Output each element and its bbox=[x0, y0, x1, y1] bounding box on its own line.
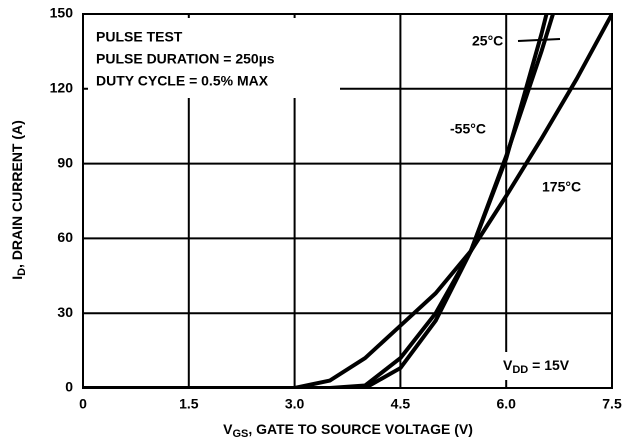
series-line bbox=[83, 14, 556, 388]
y-tick-label: 150 bbox=[50, 5, 74, 21]
x-tick-label: 4.5 bbox=[391, 396, 411, 412]
text-part: , DRAIN CURRENT (A) bbox=[9, 120, 25, 268]
y-axis-label: ID, DRAIN CURRENT (A) bbox=[9, 120, 28, 280]
x-tick-label: 7.5 bbox=[602, 396, 622, 412]
text-part: , GATE TO SOURCE VOLTAGE (V) bbox=[248, 421, 473, 437]
annotation: PULSE TEST bbox=[96, 29, 183, 45]
x-tick-label: 1.5 bbox=[179, 396, 199, 412]
curves bbox=[83, 14, 612, 388]
y-tick-label: 30 bbox=[57, 304, 73, 320]
text-sub: GS bbox=[232, 428, 248, 440]
text-part: I bbox=[9, 276, 25, 280]
annotation: DUTY CYCLE = 0.5% MAX bbox=[96, 73, 269, 89]
label-arrow bbox=[517, 38, 561, 42]
y-tick-label: 90 bbox=[57, 154, 73, 170]
x-tick-label: 0 bbox=[79, 396, 87, 412]
text-part: V bbox=[223, 421, 233, 437]
text-sub: DD bbox=[512, 364, 528, 376]
y-tick-label: 0 bbox=[65, 379, 73, 395]
text-sub: D bbox=[16, 268, 28, 276]
text-part: = 15V bbox=[528, 357, 570, 373]
curve-label: -55°C bbox=[450, 121, 486, 137]
text-part: V bbox=[503, 357, 513, 373]
x-tick-label: 6.0 bbox=[496, 396, 516, 412]
annotation-box bbox=[88, 18, 340, 98]
vdd-box bbox=[494, 352, 604, 380]
vdd-label: VDD = 15V bbox=[503, 357, 570, 376]
annotation: PULSE DURATION = 250µs bbox=[96, 51, 275, 67]
curve-label: 25°C bbox=[472, 33, 503, 49]
curve-label: 175°C bbox=[542, 179, 581, 195]
series-line bbox=[83, 14, 549, 388]
y-tick-label: 120 bbox=[50, 80, 74, 96]
series-line bbox=[83, 14, 612, 388]
x-axis-label: VGS, GATE TO SOURCE VOLTAGE (V) bbox=[223, 421, 473, 440]
x-tick-label: 3.0 bbox=[285, 396, 305, 412]
y-tick-label: 60 bbox=[57, 229, 73, 245]
